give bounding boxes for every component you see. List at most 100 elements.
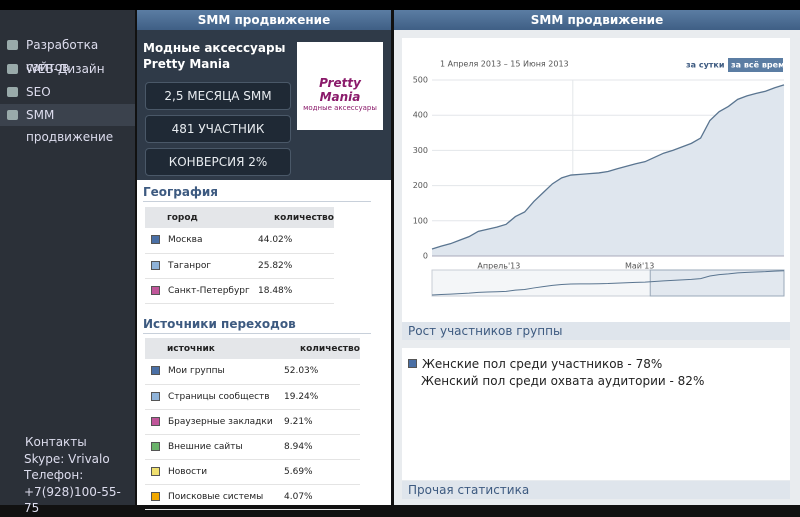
value: 44.02% — [252, 228, 334, 254]
range-button[interactable]: за сутки — [686, 61, 724, 70]
menu-item[interactable]: SMM продвижение — [0, 104, 135, 144]
header-row: источник количество — [145, 338, 360, 359]
column-header: количество — [278, 338, 360, 359]
column-header: количество — [252, 207, 334, 228]
value: 52.03% — [278, 359, 360, 385]
label: Москва — [168, 235, 203, 246]
y-tick-label: 300 — [413, 146, 428, 155]
row: Браузерные закладки 9.21% — [145, 409, 360, 435]
contacts: Контакты Skype: Vrivalo Телефон: +7(928)… — [7, 434, 135, 517]
marker — [408, 359, 417, 368]
skype: Skype: Vrivalo — [24, 451, 110, 466]
other-card: Женские пол среди участников - 78% Женск… — [402, 348, 790, 480]
navigator-window — [649, 269, 785, 297]
cell: Поисковые системы — [145, 484, 278, 510]
label: Таганрог — [168, 260, 212, 271]
column-header: город — [145, 207, 252, 228]
value: 9.21% — [278, 409, 360, 435]
y-tick-label: 500 — [413, 76, 428, 85]
phone-label: Телефон: — [24, 468, 84, 482]
label: Страницы сообществ — [168, 391, 270, 402]
icon — [7, 110, 18, 120]
logo-tagline: модные аксессуары — [303, 104, 377, 112]
color-swatch — [151, 491, 160, 501]
row: Мои группы 52.03% — [145, 359, 360, 385]
geography-table: город количество Москва 44.02% Таганрог 25.82… — [145, 207, 334, 304]
range-button-bg[interactable] — [728, 58, 783, 72]
chart-caption: Рост участников группы — [402, 322, 790, 340]
table: источник количество Мои группы 52.03% Страни… — [145, 338, 360, 510]
line — [431, 84, 785, 250]
growth-chart: 1 Апреля 2013 – 15 Июня 2013 за сутки за… — [413, 58, 790, 297]
stat-badge: 2,5 МЕСЯЦА SMM — [145, 82, 291, 110]
contacts-title: Контакты — [25, 435, 87, 449]
value: 18.48% — [252, 278, 334, 304]
row: Санкт-Петербург 18.48% — [145, 278, 334, 304]
divider — [143, 201, 371, 202]
name-line: Pretty Mania — [143, 57, 231, 71]
table: город количество Москва 44.02% Таганрог 25.82… — [145, 207, 334, 304]
color-swatch — [151, 416, 160, 426]
panel-header: SMM продвижение — [394, 10, 800, 30]
y-tick-label: 0 — [423, 252, 428, 261]
menu-item[interactable]: Разработка сайтов — [0, 34, 135, 74]
icon — [7, 87, 18, 97]
project-name: Модные аксессуары Pretty Mania — [143, 40, 285, 72]
area — [432, 84, 784, 256]
cell: Внешние сайты — [145, 434, 278, 460]
label: Мои группы — [168, 366, 225, 377]
menu-label: Разработка сайтов — [26, 38, 99, 74]
value: 5.69% — [278, 459, 360, 485]
menu-item[interactable]: WEB-Дизайн — [0, 58, 135, 80]
icon — [7, 40, 18, 50]
phone: +7(928)100-55-75 — [24, 484, 121, 516]
header-row: город количество — [145, 207, 334, 228]
menu-item[interactable]: SEO продвижение — [0, 81, 135, 121]
name-line: Модные аксессуары — [143, 41, 286, 55]
stat-text: Женские пол среди участников - 78% — [422, 357, 663, 371]
color-swatch — [151, 466, 160, 476]
divider — [143, 333, 371, 334]
y-tick-label: 200 — [413, 181, 428, 190]
row: Поисковые системы 4.07% — [145, 484, 360, 510]
x-tick-label: Май'13 — [625, 262, 654, 271]
color-swatch — [151, 366, 160, 376]
value: 8.94% — [278, 434, 360, 460]
panel-header: SMM продвижение — [137, 10, 391, 30]
sidebar: Разработка сайтов WEB-Дизайн SEO продвиж… — [0, 10, 135, 515]
cell: Санкт-Петербург — [145, 278, 252, 304]
label: Санкт-Петербург — [168, 285, 250, 296]
column-header: источник — [145, 338, 278, 359]
date-range: 1 Апреля 2013 – 15 Июня 2013 — [440, 60, 569, 69]
cell: Браузерные закладки — [145, 409, 278, 435]
color-swatch — [151, 391, 160, 401]
color-swatch — [151, 441, 160, 451]
section-title: География — [143, 185, 219, 199]
row: Москва 44.02% — [145, 228, 334, 254]
y-tick-label: 400 — [413, 111, 428, 120]
color-swatch — [151, 260, 160, 270]
sources-table: источник количество Мои группы 52.03% Страни… — [145, 338, 360, 510]
cell: Таганрог — [145, 253, 252, 279]
value: 25.82% — [252, 253, 334, 279]
other-caption: Прочая статистика — [402, 481, 790, 499]
range-button[interactable]: за всё время — [731, 61, 790, 70]
menu-label: SMM продвижение — [26, 108, 114, 144]
label: Поисковые системы — [168, 491, 264, 502]
label: Браузерные закладки — [168, 416, 273, 427]
row: Внешние сайты 8.94% — [145, 434, 360, 460]
cell: Мои группы — [145, 359, 278, 385]
row: Новости 5.69% — [145, 459, 360, 485]
stat-badge: 481 УЧАСТНИК — [145, 115, 291, 143]
cell: Новости — [145, 459, 278, 485]
row: Таганрог 25.82% — [145, 253, 334, 279]
top-bar — [0, 0, 800, 10]
y-tick-label: 100 — [413, 216, 428, 225]
stat-text: Женский пол среди охвата аудитории - 82% — [421, 374, 705, 388]
color-swatch — [151, 235, 160, 245]
x-tick-label: Апрель'13 — [477, 262, 520, 271]
section-title: Источники переходов — [143, 317, 296, 331]
icon — [7, 64, 18, 74]
logo-brand: Pretty Mania — [319, 76, 361, 104]
